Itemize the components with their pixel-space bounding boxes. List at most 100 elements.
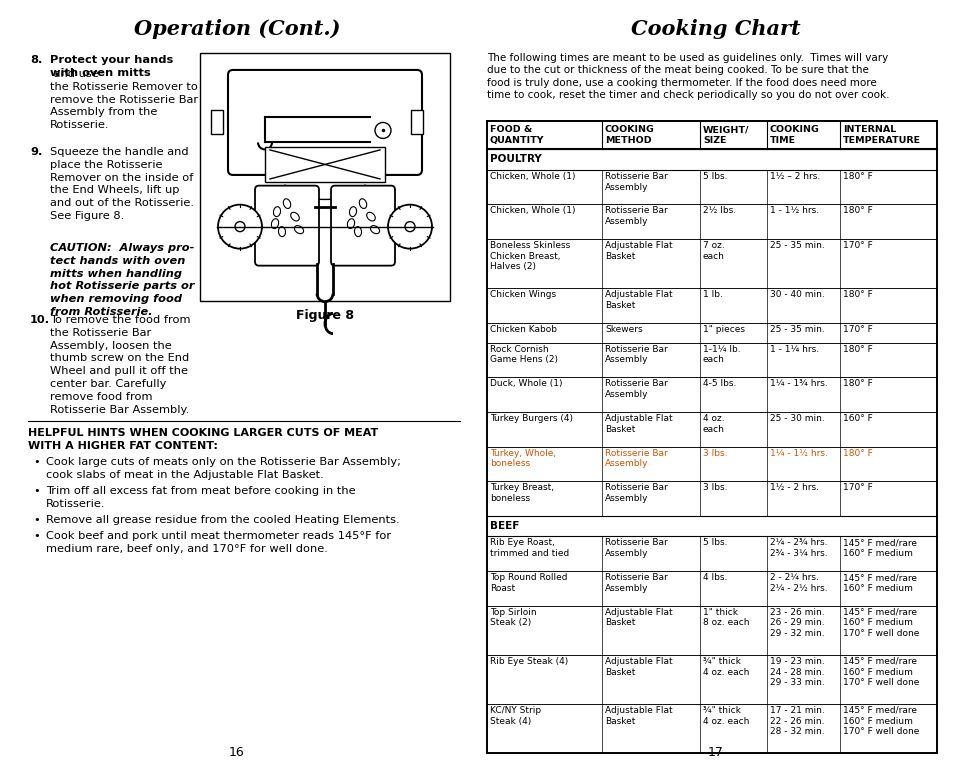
- Text: Turkey, Whole,
boneless: Turkey, Whole, boneless: [490, 448, 556, 469]
- Ellipse shape: [283, 199, 291, 209]
- Text: 4 lbs.: 4 lbs.: [702, 573, 726, 582]
- Text: •: •: [33, 457, 40, 467]
- Text: 180° F: 180° F: [842, 172, 872, 180]
- Text: Rock Cornish
Game Hens (2): Rock Cornish Game Hens (2): [490, 344, 558, 365]
- Text: 4-5 lbs.: 4-5 lbs.: [702, 380, 736, 388]
- Circle shape: [234, 222, 245, 232]
- Text: BEEF: BEEF: [490, 521, 518, 531]
- Text: 160° F: 160° F: [842, 414, 872, 423]
- Text: 25 - 30 min.: 25 - 30 min.: [769, 414, 824, 423]
- Text: 2 - 2¼ hrs.
2¼ - 2½ hrs.: 2 - 2¼ hrs. 2¼ - 2½ hrs.: [769, 573, 827, 593]
- Text: 145° F med/rare
160° F medium
170° F well done: 145° F med/rare 160° F medium 170° F wel…: [842, 657, 919, 687]
- Text: 25 - 35 min.: 25 - 35 min.: [769, 325, 824, 333]
- Text: POULTRY: POULTRY: [490, 155, 541, 164]
- Text: The following times are meant to be used as guidelines only.  Times will vary
du: The following times are meant to be used…: [486, 53, 888, 100]
- Text: COOKING
TIME: COOKING TIME: [769, 125, 819, 144]
- Text: 1 - 1½ hrs.: 1 - 1½ hrs.: [769, 206, 819, 216]
- Text: Adjustable Flat
Basket: Adjustable Flat Basket: [604, 608, 672, 627]
- FancyBboxPatch shape: [254, 186, 318, 266]
- Text: 2¼ - 2¾ hrs.
2¾ - 3¼ hrs.: 2¼ - 2¾ hrs. 2¾ - 3¼ hrs.: [769, 538, 827, 558]
- Text: Rotisserie Bar
Assembly: Rotisserie Bar Assembly: [604, 172, 667, 191]
- Text: INTERNAL
TEMPERATURE: INTERNAL TEMPERATURE: [842, 125, 921, 144]
- Text: 16: 16: [229, 746, 245, 759]
- Text: Turkey Breast,
boneless: Turkey Breast, boneless: [490, 483, 554, 503]
- Text: 17: 17: [707, 746, 723, 759]
- Text: Remove all grease residue from the cooled Heating Elements.: Remove all grease residue from the coole…: [46, 515, 399, 525]
- Text: Adjustable Flat
Basket: Adjustable Flat Basket: [604, 414, 672, 433]
- Text: Top Sirloin
Steak (2): Top Sirloin Steak (2): [490, 608, 536, 627]
- Text: Rotisserie Bar
Assembly: Rotisserie Bar Assembly: [604, 448, 667, 469]
- Text: •: •: [33, 515, 40, 525]
- Text: Chicken Kabob: Chicken Kabob: [490, 325, 557, 333]
- Ellipse shape: [355, 226, 361, 237]
- Circle shape: [405, 222, 415, 232]
- Text: •: •: [33, 486, 40, 496]
- Ellipse shape: [294, 226, 303, 234]
- Text: 1¼ - 1½ hrs.: 1¼ - 1½ hrs.: [769, 448, 827, 458]
- Text: 5 lbs.: 5 lbs.: [702, 172, 727, 180]
- Text: 170° F: 170° F: [842, 241, 872, 250]
- Text: Adjustable Flat
Basket: Adjustable Flat Basket: [604, 706, 672, 726]
- Text: 3 lbs.: 3 lbs.: [702, 448, 727, 458]
- Text: WEIGHT/
SIZE: WEIGHT/ SIZE: [702, 125, 749, 144]
- Text: 2½ lbs.: 2½ lbs.: [702, 206, 736, 216]
- Text: 8.: 8.: [30, 55, 42, 65]
- Text: Rotisserie Bar
Assembly: Rotisserie Bar Assembly: [604, 206, 667, 226]
- Text: Rotisserie Bar
Assembly: Rotisserie Bar Assembly: [604, 380, 667, 399]
- Text: 1½ - 2 hrs.: 1½ - 2 hrs.: [769, 483, 818, 492]
- Text: Rotisserie Bar
Assembly: Rotisserie Bar Assembly: [604, 483, 667, 503]
- Bar: [265, 147, 385, 182]
- Text: 180° F: 180° F: [842, 206, 872, 216]
- Bar: [200, 53, 450, 301]
- Text: 180° F: 180° F: [842, 344, 872, 354]
- Text: 3 lbs.: 3 lbs.: [702, 483, 727, 492]
- Text: 180° F: 180° F: [842, 448, 872, 458]
- Text: Chicken Wings: Chicken Wings: [490, 290, 556, 299]
- Text: 145° F med/rare
160° F medium: 145° F med/rare 160° F medium: [842, 573, 916, 593]
- Text: ¾" thick
4 oz. each: ¾" thick 4 oz. each: [702, 657, 749, 676]
- Ellipse shape: [359, 199, 366, 209]
- Text: 19 - 23 min.
24 - 28 min.
29 - 33 min.: 19 - 23 min. 24 - 28 min. 29 - 33 min.: [769, 657, 824, 687]
- Text: Cook large cuts of meats only on the Rotisserie Bar Assembly;
cook slabs of meat: Cook large cuts of meats only on the Rot…: [46, 457, 400, 480]
- Text: 4 oz.
each: 4 oz. each: [702, 414, 724, 433]
- Text: Operation (Cont.): Operation (Cont.): [133, 19, 340, 39]
- Text: 180° F: 180° F: [842, 380, 872, 388]
- Text: Figure 8: Figure 8: [295, 309, 354, 322]
- Text: FOOD &
QUANTITY: FOOD & QUANTITY: [490, 125, 544, 144]
- Text: 180° F: 180° F: [842, 290, 872, 299]
- Text: and use
the Rotisserie Remover to
remove the Rotisserie Bar
Assembly from the
Ro: and use the Rotisserie Remover to remove…: [50, 69, 198, 130]
- Ellipse shape: [349, 207, 356, 216]
- Text: 1-1¼ lb.
each: 1-1¼ lb. each: [702, 344, 740, 365]
- Text: Turkey Burgers (4): Turkey Burgers (4): [490, 414, 573, 423]
- Ellipse shape: [291, 212, 299, 221]
- Bar: [411, 110, 422, 134]
- Text: Top Round Rolled
Roast: Top Round Rolled Roast: [490, 573, 567, 593]
- Text: 30 - 40 min.: 30 - 40 min.: [769, 290, 824, 299]
- Ellipse shape: [370, 226, 379, 234]
- Text: 25 - 35 min.: 25 - 35 min.: [769, 241, 824, 250]
- Text: Rotisserie Bar
Assembly: Rotisserie Bar Assembly: [604, 344, 667, 365]
- Text: 1" thick
8 oz. each: 1" thick 8 oz. each: [702, 608, 749, 627]
- Bar: [486, 121, 936, 753]
- Text: 145° F med/rare
160° F medium
170° F well done: 145° F med/rare 160° F medium 170° F wel…: [842, 608, 919, 638]
- Bar: [486, 121, 936, 753]
- Text: 170° F: 170° F: [842, 483, 872, 492]
- Text: Boneless Skinless
Chicken Breast,
Halves (2): Boneless Skinless Chicken Breast, Halves…: [490, 241, 570, 272]
- Text: 7 oz.
each: 7 oz. each: [702, 241, 724, 261]
- Text: Cooking Chart: Cooking Chart: [631, 19, 800, 39]
- Text: COOKING
METHOD: COOKING METHOD: [604, 125, 654, 144]
- Text: Adjustable Flat
Basket: Adjustable Flat Basket: [604, 657, 672, 676]
- Ellipse shape: [278, 226, 285, 237]
- FancyBboxPatch shape: [228, 70, 421, 175]
- Ellipse shape: [271, 219, 278, 229]
- Text: 145° F med/rare
160° F medium: 145° F med/rare 160° F medium: [842, 538, 916, 558]
- Text: 17 - 21 min.
22 - 26 min.
28 - 32 min.: 17 - 21 min. 22 - 26 min. 28 - 32 min.: [769, 706, 824, 736]
- Text: ¾" thick
4 oz. each: ¾" thick 4 oz. each: [702, 706, 749, 726]
- Text: Trim off all excess fat from meat before cooking in the
Rotisserie.: Trim off all excess fat from meat before…: [46, 486, 355, 508]
- Text: Rotisserie Bar
Assembly: Rotisserie Bar Assembly: [604, 573, 667, 593]
- Ellipse shape: [347, 219, 355, 229]
- Text: Adjustable Flat
Basket: Adjustable Flat Basket: [604, 290, 672, 310]
- Text: 145° F med/rare
160° F medium
170° F well done: 145° F med/rare 160° F medium 170° F wel…: [842, 706, 919, 736]
- FancyBboxPatch shape: [331, 186, 395, 266]
- Circle shape: [375, 123, 391, 138]
